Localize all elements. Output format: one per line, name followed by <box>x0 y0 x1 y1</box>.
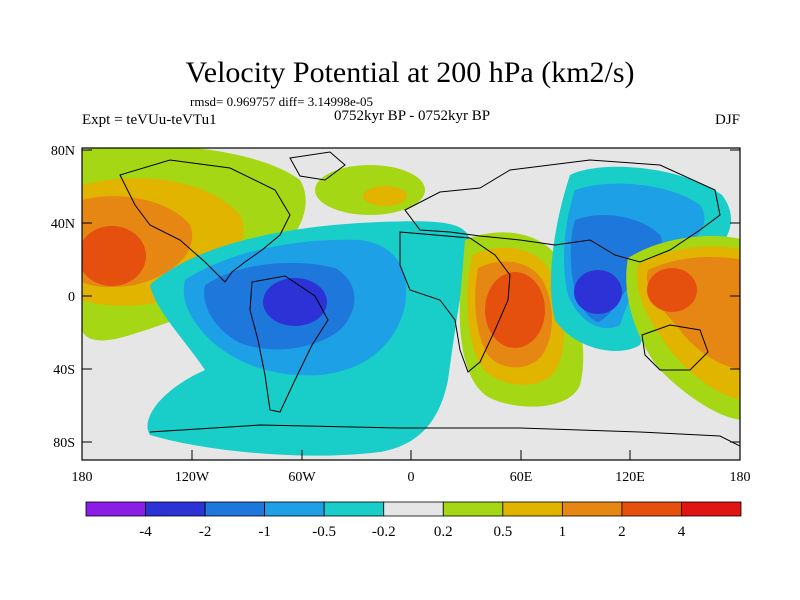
colorbar-swatch <box>561 501 623 517</box>
colorbar-label: -4 <box>139 524 152 540</box>
colorbar-swatch <box>502 501 563 517</box>
longitude-labels: 180 120W 60W 0 60E 120E 180 <box>72 470 751 485</box>
velocity-potential-field <box>82 148 740 460</box>
colorbar-swatch <box>442 501 504 517</box>
colorbar-swatch <box>145 501 206 517</box>
colorbar-swatch <box>621 501 682 517</box>
colorbar-label: -0.5 <box>312 524 336 540</box>
colorbar-label: -1 <box>258 524 271 540</box>
lat-label: 80S <box>53 436 75 451</box>
africa-outline <box>399 231 511 373</box>
antarctica-outline <box>149 424 740 447</box>
colorbar-label: -2 <box>199 524 212 540</box>
colorbar-swatch <box>264 501 325 517</box>
latitude-labels: 80N 40N 0 40S 80S <box>51 144 75 451</box>
lon-label: 180 <box>730 470 751 485</box>
season-label: DJF <box>715 112 740 128</box>
australia-outline <box>641 324 709 371</box>
lat-label: 40S <box>53 363 75 378</box>
lat-label: 0 <box>68 290 75 305</box>
colorbar-label: 0.2 <box>434 524 453 540</box>
colorbar <box>85 501 742 517</box>
west-pacific-positive-center <box>626 236 740 420</box>
colorbar-swatch <box>383 501 444 517</box>
eurasia-outline <box>404 159 721 263</box>
colorbar-swatch <box>323 501 385 517</box>
lon-label: 120E <box>615 470 645 485</box>
colorbar-swatch <box>204 501 266 517</box>
colorbar-label: 4 <box>678 524 686 540</box>
colorbar-swatch <box>681 501 742 517</box>
colorbar-label: 0.5 <box>493 524 512 540</box>
lon-label: 120W <box>175 470 210 485</box>
lat-label: 40N <box>51 217 75 232</box>
plot-title: Velocity Potential at 200 hPa (km2/s) <box>185 56 634 89</box>
lat-label: 80N <box>51 144 75 159</box>
south-america-outline <box>249 275 329 413</box>
experiment-label: Expt = teVUu-teVTu1 <box>82 112 217 128</box>
coastlines <box>119 151 740 447</box>
colorbar-swatch <box>85 501 146 517</box>
longitude-axis <box>81 450 741 460</box>
europe-positive-blob <box>315 165 425 215</box>
colorbar-label: 2 <box>618 524 626 540</box>
lon-label: 60E <box>510 470 533 485</box>
colorbar-label: 1 <box>559 524 567 540</box>
colorbar-labels: -4 -2 -1 -0.5 -0.2 0.2 0.5 1 2 4 <box>139 524 685 540</box>
latitude-axis <box>82 149 740 443</box>
south-america-negative-center <box>147 221 471 456</box>
period-label: 0752kyr BP - 0752kyr BP <box>334 108 490 124</box>
africa-positive-center <box>459 232 584 407</box>
lon-label: 180 <box>72 470 93 485</box>
lon-label: 0 <box>408 470 415 485</box>
lon-label: 60W <box>288 470 316 485</box>
north-america-outline <box>119 159 291 283</box>
colorbar-label: -0.2 <box>372 524 396 540</box>
stats-label: rmsd= 0.969757 diff= 3.14998e-05 <box>190 94 373 109</box>
greenland-outline <box>289 151 346 181</box>
